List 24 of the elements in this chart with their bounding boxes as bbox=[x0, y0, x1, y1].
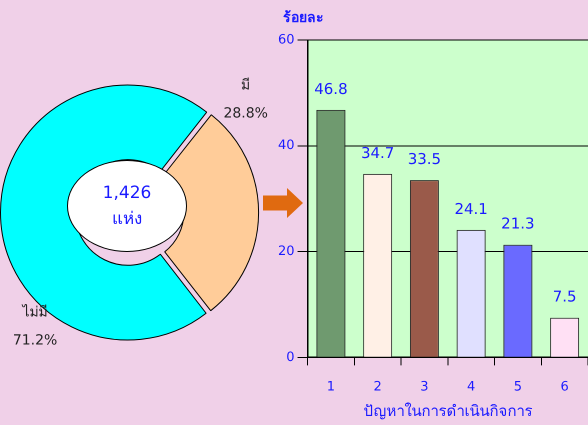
x-tick-label: 4 bbox=[467, 380, 476, 395]
y-axis-title: ร้อยละ bbox=[283, 10, 324, 26]
slice-label: มี bbox=[241, 77, 250, 94]
x-tick-label: 2 bbox=[374, 380, 382, 395]
data-label: 34.7 bbox=[360, 144, 394, 162]
data-label: 33.5 bbox=[408, 150, 442, 168]
slice-label: ไม่มี bbox=[22, 304, 48, 321]
y-tick-label: 40 bbox=[278, 138, 295, 154]
x-tick-label: 3 bbox=[420, 380, 429, 395]
data-label: 24.1 bbox=[454, 200, 488, 218]
text: แห่ง bbox=[112, 208, 142, 231]
data-label: 46.8 bbox=[314, 80, 348, 98]
data-label: 71.2% bbox=[12, 332, 58, 349]
data-label: 21.3 bbox=[501, 214, 535, 233]
x-tick-label: 5 bbox=[514, 380, 522, 395]
y-tick-label: 20 bbox=[278, 244, 295, 259]
x-tick-label: 1 bbox=[326, 380, 336, 395]
data-label: 28.8% bbox=[223, 105, 268, 122]
data-label: 7.5 bbox=[552, 288, 577, 306]
x-tick-label: 6 bbox=[560, 380, 569, 395]
y-tick-label: 60 bbox=[278, 32, 295, 48]
y-tick-label: 0 bbox=[286, 350, 295, 365]
x-axis-title: ปัญหาในการดำเนินกิจการ bbox=[363, 402, 532, 420]
text: 1,426 bbox=[102, 182, 152, 205]
